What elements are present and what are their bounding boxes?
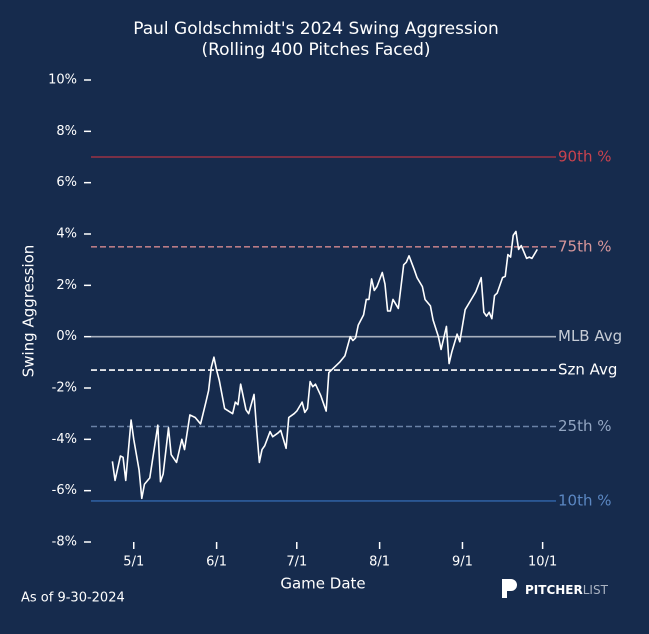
logo-light: LIST: [583, 583, 609, 597]
logo-text: PITCHERLIST: [525, 583, 609, 597]
logo-bold: PITCHER: [525, 583, 583, 597]
reference-label: 25th %: [558, 417, 612, 435]
chart-title: Paul Goldschmidt's 2024 Swing Aggression: [133, 19, 499, 39]
chart-subtitle: (Rolling 400 Pitches Faced): [201, 40, 430, 60]
y-tick-label: 6%: [56, 175, 77, 190]
x-tick-label: 6/1: [206, 555, 227, 570]
reference-label: 75th %: [558, 237, 612, 255]
y-tick-label: 8%: [56, 124, 77, 139]
y-tick-label: -8%: [52, 535, 77, 550]
x-tick-label: 9/1: [452, 555, 473, 570]
y-tick-label: 10%: [48, 73, 77, 88]
y-tick-label: -4%: [52, 432, 77, 447]
reference-label: Szn Avg: [558, 361, 617, 379]
x-tick-label: 8/1: [369, 555, 390, 570]
x-axis-label: Game Date: [280, 575, 365, 593]
data-line: [111, 230, 538, 500]
logo-icon: [502, 579, 517, 598]
x-tick-label: 7/1: [286, 555, 307, 570]
y-tick-label: 0%: [56, 329, 77, 344]
logo: PITCHERLIST: [502, 579, 609, 598]
footnote: As of 9-30-2024: [21, 591, 125, 606]
x-tick-label: 10/1: [528, 555, 557, 570]
y-tick-label: 2%: [56, 278, 77, 293]
reference-label: 10th %: [558, 491, 612, 509]
y-tick-label: -2%: [52, 381, 77, 396]
reference-label: 90th %: [558, 148, 612, 166]
y-tick-label: -6%: [52, 483, 77, 498]
reference-label: MLB Avg: [558, 327, 622, 345]
y-tick-label: 4%: [56, 227, 77, 242]
y-axis-label: Swing Aggression: [20, 245, 38, 378]
x-tick-label: 5/1: [123, 555, 144, 570]
